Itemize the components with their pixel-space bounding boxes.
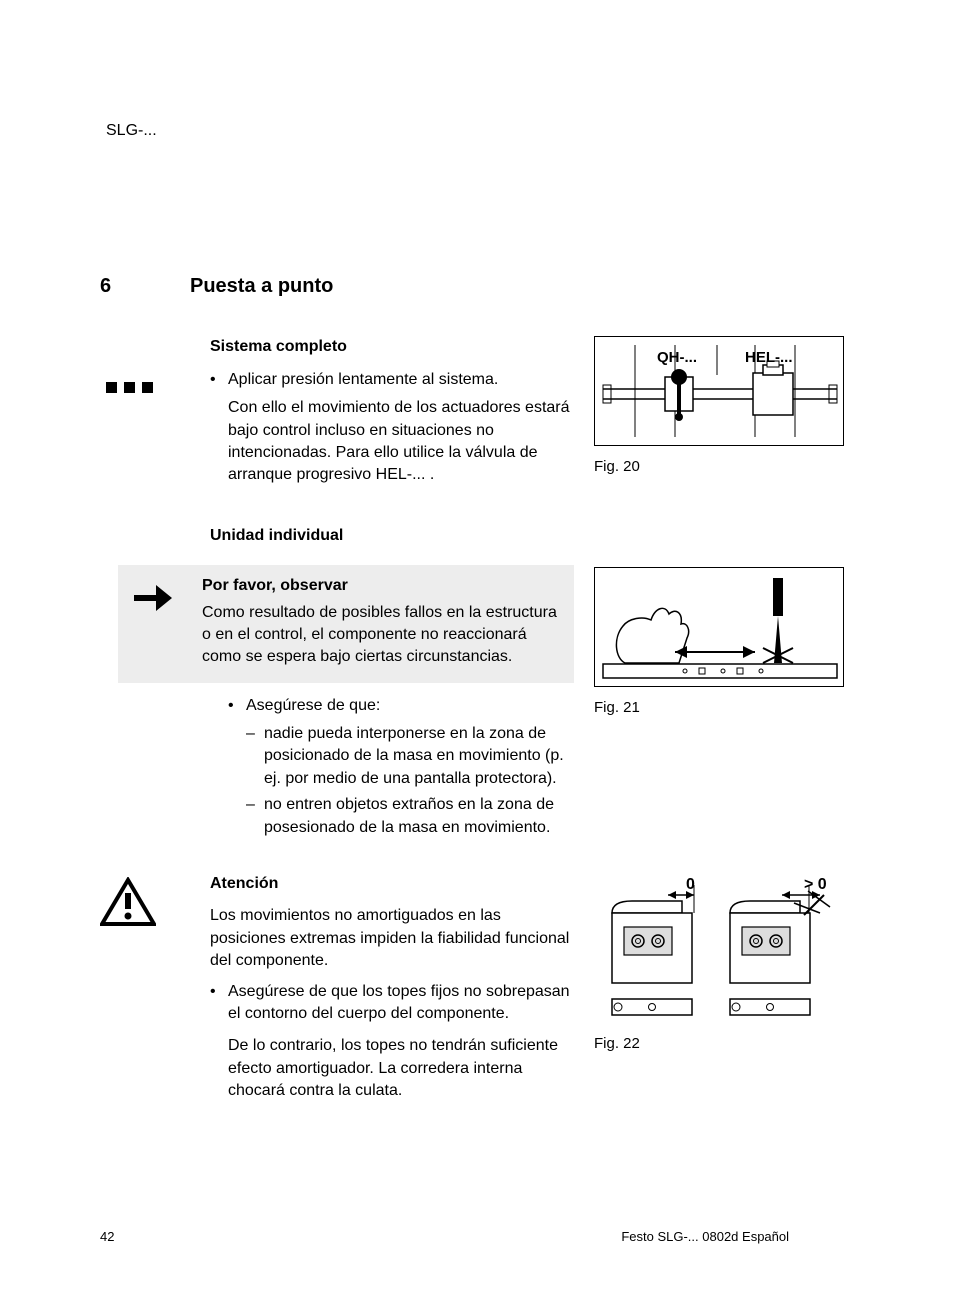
bullet-text: Asegúrese de que: [246, 695, 574, 717]
dash-text: no entren objetos extraños en la zona de… [264, 794, 574, 839]
figure-20: QH-... HEL-... [594, 336, 844, 446]
fig20-label-hel: HEL-... [745, 349, 793, 366]
dash-text: nadie pueda interponerse en la zona de p… [264, 723, 574, 790]
heading-atencion: Atención [210, 873, 574, 895]
dash-mark: – [246, 794, 264, 839]
fig22-label-gt0: > 0 [804, 876, 827, 893]
figure-21-caption: Fig. 21 [594, 697, 854, 718]
page-number: 42 [100, 1228, 114, 1246]
paragraph: Con ello el movimiento de los actuadores… [210, 397, 574, 487]
bullet-text: Aplicar presión lentamente al sistema. [228, 369, 574, 391]
section-number: 6 [100, 272, 190, 300]
note-box: Por favor, observar Como resultado de po… [118, 565, 574, 683]
figure-22: 0 > 0 [594, 873, 854, 1023]
product-code: SLG-... [106, 120, 854, 142]
section-title: Puesta a punto [190, 272, 333, 300]
note-body: Como resultado de posibles fallos en la … [202, 602, 562, 669]
fig20-label-qh: QH-... [657, 349, 697, 366]
paragraph: Los movimientos no amortiguados en las p… [210, 905, 574, 972]
heading-sistema-completo: Sistema completo [210, 336, 574, 358]
bullet-mark: • [210, 369, 228, 391]
note-title: Por favor, observar [202, 575, 562, 597]
paragraph: De lo contrario, los topes no tendrán su… [210, 1035, 574, 1102]
figure-21 [594, 567, 844, 687]
warning-icon [100, 877, 156, 927]
figure-20-caption: Fig. 20 [594, 456, 854, 477]
bullet-text: Asegúrese de que los topes fijos no sobr… [228, 981, 574, 1026]
dash-mark: – [246, 723, 264, 790]
bullet-mark: • [210, 981, 228, 1026]
figure-22-caption: Fig. 22 [594, 1033, 854, 1054]
bullet-mark: • [228, 695, 246, 717]
footer-text: Festo SLG-... 0802d Español [621, 1228, 789, 1246]
heading-unidad-individual: Unidad individual [210, 525, 574, 547]
squares-icon [100, 340, 160, 400]
arrow-right-icon [130, 575, 176, 621]
